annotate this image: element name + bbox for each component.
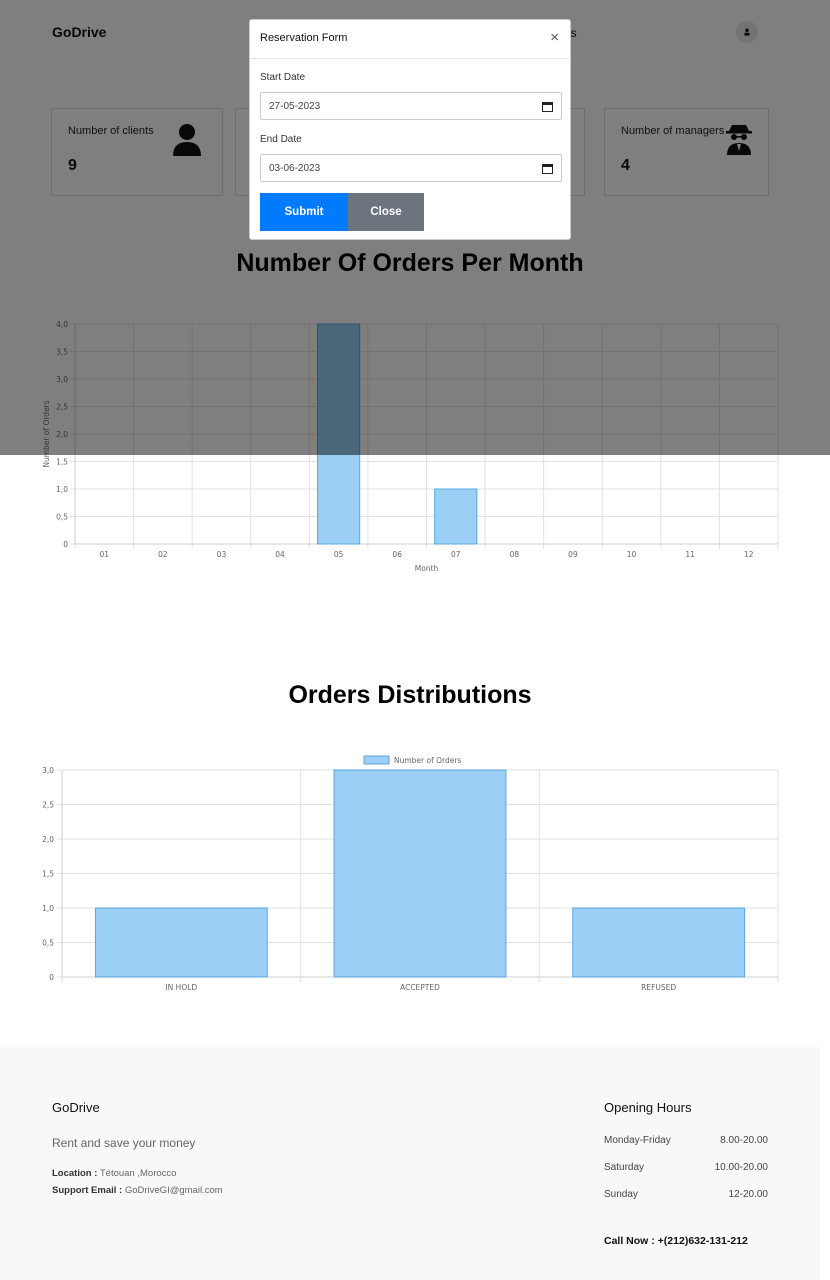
hours-day: Sunday bbox=[604, 1189, 638, 1200]
y-tick-label: 0 bbox=[49, 973, 54, 982]
y-tick-label: 0 bbox=[63, 540, 68, 549]
x-tick-label: 10 bbox=[627, 550, 637, 559]
end-date-label: End Date bbox=[260, 134, 302, 145]
hours-time: 8.00-20.00 bbox=[720, 1135, 768, 1146]
x-axis-title: Month bbox=[415, 564, 439, 573]
reservation-modal: Reservation Form × Start Date 27-05-2023… bbox=[249, 19, 571, 240]
hours-time: 12-20.00 bbox=[728, 1189, 768, 1200]
footer: GoDrive Rent and save your money Locatio… bbox=[0, 1047, 820, 1280]
orders-distribution-chart: 0 0,5 1,0 1,5 2,0 2,5 3,0 IN HOLD ACCEPTED REFUSE… bbox=[42, 755, 779, 992]
hours-row: Sunday 12-20.00 bbox=[604, 1189, 768, 1200]
hours-row: Monday-Friday 8.00-20.00 bbox=[604, 1135, 768, 1146]
opening-hours-title: Opening Hours bbox=[604, 1100, 692, 1115]
footer-tagline: Rent and save your money bbox=[52, 1136, 196, 1150]
x-tick-label: 05 bbox=[334, 550, 344, 559]
footer-email: Support Email : GoDriveGI@gmail.com bbox=[52, 1185, 223, 1196]
x-tick-label: 11 bbox=[685, 550, 695, 559]
x-tick-label: IN HOLD bbox=[165, 983, 197, 992]
y-tick-label: 0,5 bbox=[56, 513, 68, 522]
bar-refused bbox=[572, 907, 746, 978]
x-tick-label: 01 bbox=[100, 550, 110, 559]
hours-day: Monday-Friday bbox=[604, 1135, 671, 1146]
x-tick-label: 02 bbox=[158, 550, 168, 559]
calendar-icon[interactable] bbox=[542, 163, 553, 174]
location-value: Tétouan ,Morocco bbox=[97, 1168, 177, 1179]
x-tick-label: ACCEPTED bbox=[400, 983, 440, 992]
legend-swatch bbox=[363, 755, 390, 765]
calendar-icon[interactable] bbox=[542, 101, 553, 112]
bar-07 bbox=[434, 488, 478, 545]
submit-button[interactable]: Submit bbox=[260, 193, 348, 231]
bar-accepted bbox=[333, 769, 507, 978]
email-value[interactable]: GoDriveGI@gmail.com bbox=[122, 1185, 223, 1196]
y-tick-label: 1,0 bbox=[42, 904, 54, 913]
y-tick-label: 2,0 bbox=[42, 835, 54, 844]
x-tick-label: 12 bbox=[744, 550, 754, 559]
x-tick-label: 08 bbox=[510, 550, 520, 559]
call-now[interactable]: Call Now : +(212)632-131-212 bbox=[604, 1235, 748, 1247]
orders-distribution-title: Orders Distributions bbox=[288, 681, 532, 709]
x-tick-label: 09 bbox=[568, 550, 578, 559]
footer-brand: GoDrive bbox=[52, 1100, 100, 1115]
hours-time: 10.00-20.00 bbox=[714, 1162, 768, 1173]
footer-location: Location : Tétouan ,Morocco bbox=[52, 1168, 176, 1179]
hours-day: Saturday bbox=[604, 1162, 645, 1173]
x-tick-label: 04 bbox=[275, 550, 285, 559]
close-icon[interactable]: × bbox=[550, 29, 559, 46]
x-tick-label: 03 bbox=[217, 550, 227, 559]
y-tick-label: 3,0 bbox=[42, 766, 54, 775]
start-date-input[interactable]: 27-05-2023 bbox=[260, 92, 562, 120]
y-tick-label: 1,5 bbox=[42, 870, 54, 879]
x-tick-label: 06 bbox=[392, 550, 402, 559]
bar-in-hold bbox=[94, 907, 268, 978]
modal-title: Reservation Form bbox=[260, 32, 348, 44]
x-tick-label: REFUSED bbox=[641, 983, 676, 992]
y-tick-label: 0,5 bbox=[42, 939, 54, 948]
y-tick-label: 1,0 bbox=[56, 485, 68, 494]
y-tick-label: 1,5 bbox=[56, 458, 68, 467]
end-date-value: 03-06-2023 bbox=[269, 162, 321, 174]
legend-label: Number of Orders bbox=[394, 756, 461, 765]
x-tick-label: 07 bbox=[451, 550, 461, 559]
end-date-input[interactable]: 03-06-2023 bbox=[260, 154, 562, 182]
location-label: Location : bbox=[52, 1168, 98, 1179]
start-date-value: 27-05-2023 bbox=[269, 100, 321, 112]
modal-header: Reservation Form × bbox=[250, 20, 570, 59]
y-tick-label: 2,5 bbox=[42, 801, 54, 810]
email-label: Support Email : bbox=[52, 1185, 123, 1196]
close-button[interactable]: Close bbox=[348, 193, 424, 231]
start-date-label: Start Date bbox=[260, 72, 306, 83]
hours-row: Saturday 10.00-20.00 bbox=[604, 1162, 768, 1173]
